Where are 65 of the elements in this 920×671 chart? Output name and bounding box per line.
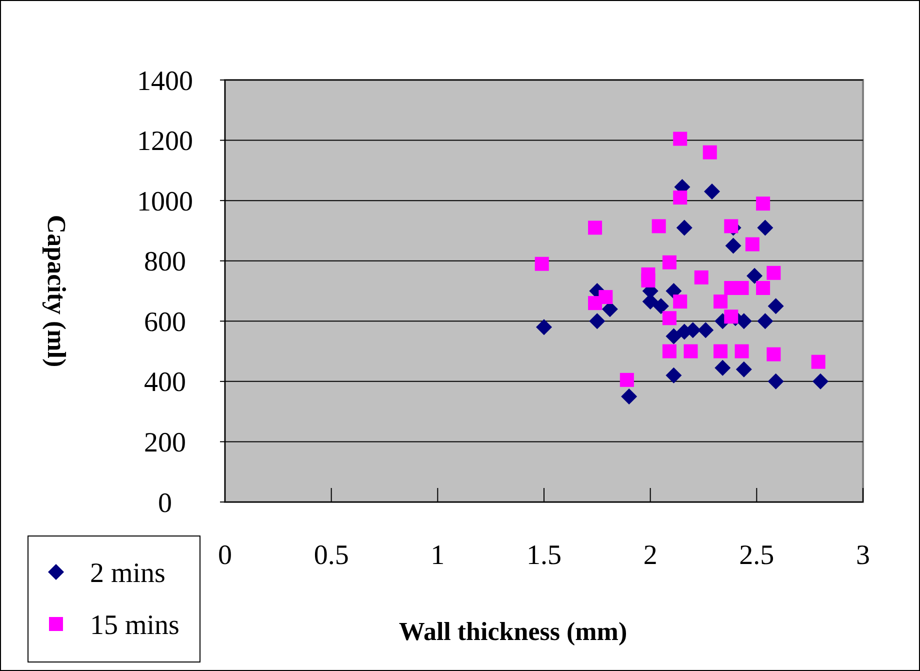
point — [598, 290, 613, 304]
point — [694, 270, 708, 284]
y-tick-label: 800 — [144, 246, 186, 278]
point — [724, 310, 738, 324]
point — [756, 196, 770, 211]
point — [666, 367, 682, 384]
point — [666, 328, 682, 344]
point — [652, 219, 666, 234]
point — [676, 220, 692, 236]
y-tick-label: 600 — [144, 306, 186, 338]
point — [673, 294, 688, 309]
x-tick-label: 1.5 — [526, 540, 562, 571]
point — [621, 388, 638, 404]
point — [766, 347, 781, 362]
point — [702, 145, 717, 160]
point — [673, 190, 688, 205]
x-tick-label: 0.5 — [314, 540, 349, 571]
x-tick-label: 3 — [856, 540, 870, 571]
point — [745, 237, 760, 252]
point — [736, 361, 752, 378]
y-tick-label: 1000 — [137, 186, 193, 218]
y-axis-title: Capacity (ml) — [42, 214, 71, 368]
y-tick-label: 1400 — [137, 66, 193, 97]
point — [652, 298, 669, 314]
point — [536, 319, 552, 336]
point — [662, 255, 676, 270]
point — [589, 313, 606, 330]
point — [768, 373, 784, 390]
legend-label: 15 mins — [90, 610, 180, 641]
point — [725, 238, 742, 254]
y-tick-label: 0 — [158, 488, 172, 519]
point — [714, 344, 728, 358]
point — [534, 256, 549, 271]
point — [698, 322, 714, 338]
point — [734, 344, 749, 358]
y-tick-label: 400 — [144, 367, 186, 398]
point — [704, 184, 720, 200]
x-axis-title: Wall thickness (mm) — [398, 617, 628, 646]
point — [734, 280, 749, 295]
x-tick-label: 1 — [430, 540, 445, 571]
point — [662, 311, 676, 326]
point — [757, 220, 774, 236]
y-tick-label: 1200 — [137, 126, 193, 158]
x-tick-label: 0 — [218, 540, 232, 571]
point — [757, 313, 774, 330]
point — [662, 344, 676, 358]
point — [766, 266, 781, 280]
legend-label: 2 mins — [90, 558, 166, 589]
point — [812, 373, 828, 390]
point — [588, 220, 602, 235]
point — [746, 268, 763, 284]
point — [768, 298, 784, 314]
point — [811, 354, 826, 369]
point — [641, 273, 656, 288]
point — [673, 132, 688, 146]
x-tick-label: 2 — [643, 540, 658, 571]
point — [684, 344, 698, 358]
point — [756, 280, 770, 295]
point — [714, 294, 728, 309]
point — [620, 372, 634, 387]
point — [724, 219, 738, 234]
point — [714, 360, 731, 376]
y-tick-label: 200 — [144, 428, 186, 459]
point — [666, 283, 682, 299]
x-tick-label: 2.5 — [739, 540, 774, 571]
